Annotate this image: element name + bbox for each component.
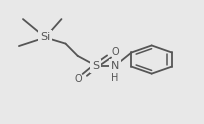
Text: H: H (111, 73, 119, 83)
Text: Si: Si (40, 32, 50, 43)
Text: S: S (92, 61, 100, 71)
Text: N: N (111, 61, 119, 71)
Text: O: O (112, 47, 119, 57)
Text: O: O (74, 74, 82, 84)
